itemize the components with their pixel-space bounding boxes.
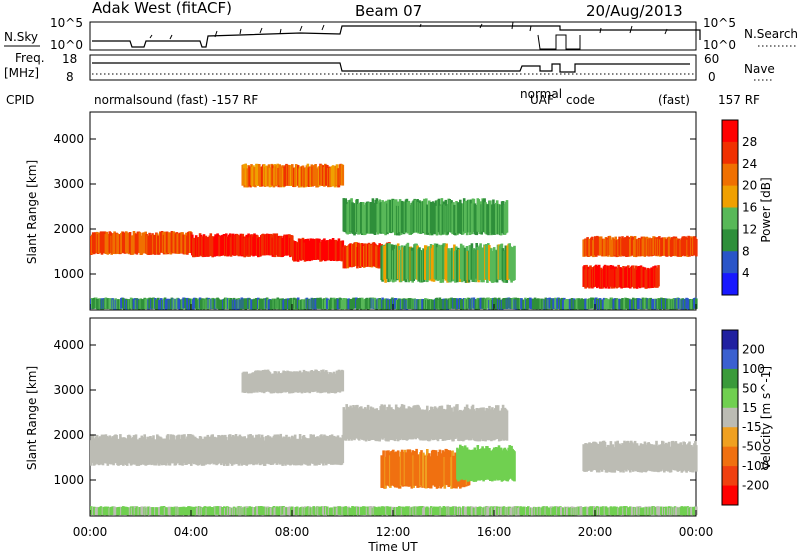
colorbar-segment (722, 207, 738, 230)
freq-label-1: Freq. (15, 51, 45, 65)
heatmap-cell (695, 298, 698, 309)
colorbar-segment (722, 185, 738, 208)
colorbar-tick-label: 24 (742, 157, 757, 171)
colorbar-tick-label: -15 (742, 420, 762, 434)
nave-label: Nave (744, 62, 775, 76)
frequency-line (92, 62, 690, 73)
colorbar-segment (722, 141, 738, 165)
colorbar-tick-label: 100 (742, 362, 765, 376)
colorbar-segment (722, 466, 738, 487)
cpid-late-d: (fast) (658, 93, 690, 107)
colorbar-tick-label: 8 (742, 244, 750, 258)
range-tick-label: 2000 (53, 428, 84, 442)
colorbar-tick-label: -50 (742, 440, 762, 454)
cpid-main: normalsound (fast) -157 RF (94, 93, 258, 107)
heatmap-cell (505, 410, 509, 441)
colorbar-segment (722, 163, 738, 187)
time-tick-label: 12:00 (376, 525, 411, 539)
time-tick-label: 08:00 (275, 525, 310, 539)
colorbar-segment (722, 120, 738, 143)
noise-sky-line (92, 25, 701, 48)
cpid-late-e: 157 RF (718, 93, 760, 107)
colorbar-tick-label: 20 (742, 179, 757, 193)
station-title: Adak West (fitACF) (92, 0, 232, 17)
noise-search-line (537, 34, 581, 50)
velocity-panel: 1000 2000 3000 4000 Slant Range [km] (25, 317, 698, 517)
noise-scatter (149, 21, 668, 40)
colorbar-tick-label: 15 (742, 401, 757, 415)
colorbar-tick-label: 200 (742, 342, 765, 356)
colorbar-segment (722, 388, 738, 409)
cpid-late-a: normal (520, 87, 562, 101)
range-tick-label: 2000 (53, 222, 84, 236)
range-tick-label: 1000 (53, 473, 84, 487)
colorbar-segment (722, 427, 738, 448)
colorbar-tick-label: 16 (742, 201, 757, 215)
frequency-panel: Freq. [MHz] 18 8 60 0 Nave (4, 51, 775, 84)
colorbar-tick-label: 4 (742, 266, 750, 280)
range-tick-label: 3000 (53, 383, 84, 397)
freq-tick-low: 8 (66, 70, 74, 84)
heatmap-cell (513, 245, 516, 281)
range-tick-label: 4000 (53, 338, 84, 352)
power-ylabel: Slant Range [km] (25, 160, 39, 264)
colorbar-tick-label: -200 (742, 479, 769, 493)
date-title: 20/Aug/2013 (586, 2, 683, 20)
colorbar-segment (722, 229, 738, 252)
colorbar-segment (722, 446, 738, 467)
colorbar-tick-label: 28 (742, 135, 757, 149)
colorbar-segment (722, 407, 738, 428)
colorbar-tick-label: 50 (742, 381, 757, 395)
velocity-colorbar: 200 100 50 15 -15 -50 -100 -200 (721, 329, 769, 506)
noise-tick-low-right: 10^0 (703, 38, 736, 52)
heatmap-cell (341, 164, 345, 186)
range-tick-label: 3000 (53, 177, 84, 191)
cpid-late-c: code (566, 93, 595, 107)
nsearch-label: N.Search (744, 27, 798, 41)
power-panel: 1000 2000 3000 4000 Slant Range [km] (25, 111, 698, 311)
cpid-late-b: UAF (530, 93, 554, 107)
range-tick-label: 4000 (53, 132, 84, 146)
colorbar-tick-label: 12 (742, 222, 757, 236)
power-colorbar-label: Power [dB] (759, 177, 773, 242)
noise-tick-high-left: 10^5 (50, 16, 83, 30)
colorbar-segment (722, 368, 738, 389)
nave-tick-low: 0 (708, 70, 716, 84)
heatmap-cell (505, 200, 509, 233)
heatmap-cell (695, 238, 698, 257)
heatmap-cell (513, 451, 516, 482)
freq-tick-high: 18 (62, 52, 77, 66)
heatmap-cell (695, 445, 698, 472)
noise-tick-high-right: 10^5 (703, 16, 736, 30)
power-colorbar: 4 8 12 16 20 24 28 (721, 119, 757, 296)
time-axis-label: Time UT (367, 540, 418, 554)
colorbar-segment (722, 349, 738, 370)
colorbar-segment (722, 273, 738, 296)
velocity-colorbar-label: Velocity [m s^-1] (759, 366, 773, 470)
colorbar-tick-label: -100 (742, 459, 769, 473)
time-tick-label: 16:00 (477, 525, 512, 539)
time-tick-label: 20:00 (578, 525, 613, 539)
noise-panel: N.Sky N.Search 10^5 10^0 10^5 10^0 (4, 16, 798, 52)
colorbar-segment (722, 485, 738, 506)
time-tick-label: 04:00 (174, 525, 209, 539)
velocity-ylabel: Slant Range [km] (25, 366, 39, 470)
heatmap-cell (341, 434, 345, 464)
range-tick-label: 1000 (53, 267, 84, 281)
beam-title: Beam 07 (355, 2, 422, 20)
time-tick-label: 00:00 (679, 525, 714, 539)
time-tick-label: 00:00 (73, 525, 108, 539)
cpid-row: CPID normalsound (fast) -157 RF normal U… (6, 87, 760, 107)
nave-tick-high: 60 (704, 52, 719, 66)
heatmap-cell (341, 370, 345, 392)
heatmap-cell (657, 265, 660, 287)
nsky-label: N.Sky (4, 30, 38, 44)
noise-tick-low-left: 10^0 (50, 38, 83, 52)
colorbar-segment (722, 251, 738, 274)
cpid-label: CPID (6, 93, 34, 107)
colorbar-segment (722, 330, 738, 350)
freq-label-2: [MHz] (4, 66, 39, 80)
